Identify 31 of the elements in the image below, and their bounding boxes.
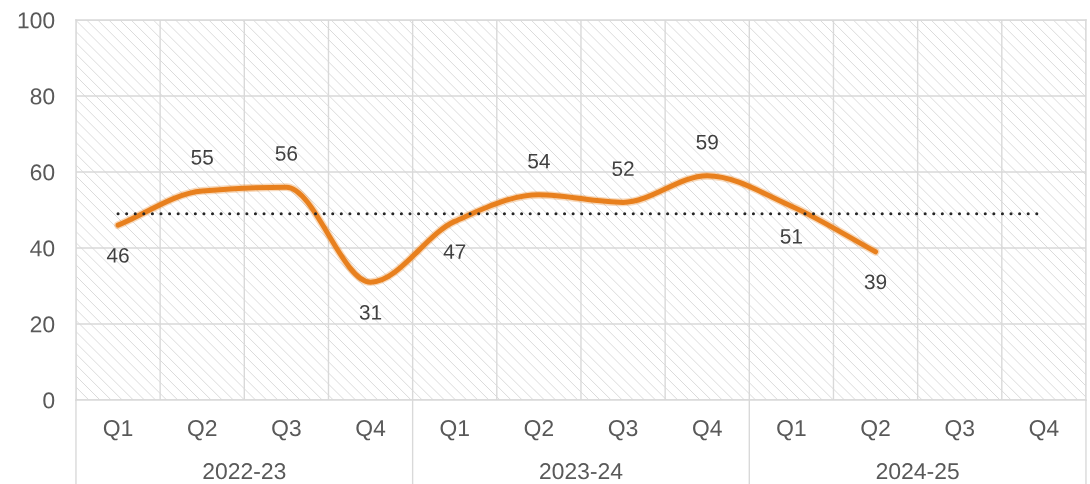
data-label: 46 — [106, 247, 129, 263]
x-tick-label: Q1 — [777, 420, 806, 441]
x-tick-label: Q1 — [440, 420, 469, 441]
x-tick-label: Q4 — [693, 420, 722, 441]
x-tick-label: Q3 — [608, 420, 638, 441]
data-label: 51 — [780, 229, 802, 244]
data-label: 47 — [443, 244, 466, 259]
data-label: 39 — [864, 274, 887, 290]
y-tick-label: 40 — [30, 240, 55, 257]
x-tick-label: Q1 — [103, 420, 133, 441]
x-tick-label: Q4 — [356, 420, 386, 441]
x-tick-label: Q2 — [188, 420, 217, 441]
x-tick-label: Q2 — [861, 420, 890, 441]
text: 2024-25 — [876, 463, 959, 480]
x-tick-label: Q3 — [945, 420, 974, 441]
text: 2022-23 — [203, 463, 286, 480]
x-tick-label: Q3 — [272, 420, 301, 441]
data-label: 55 — [191, 150, 213, 165]
x-tick-label: Q4 — [1029, 420, 1059, 441]
y-tick-label: 60 — [30, 164, 55, 181]
data-label: 54 — [528, 153, 550, 169]
x-tick-label: Q2 — [524, 420, 554, 441]
data-label: 56 — [275, 146, 298, 161]
y-tick-label: 0 — [43, 392, 55, 409]
data-label: 52 — [612, 161, 634, 177]
text: 2023-24 — [540, 463, 623, 480]
y-tick-label: 20 — [30, 316, 55, 333]
y-tick-label: 80 — [30, 88, 55, 105]
y-tick-label: 100 — [18, 12, 55, 29]
data-label: 59 — [696, 134, 718, 150]
data-label: 31 — [359, 304, 382, 320]
